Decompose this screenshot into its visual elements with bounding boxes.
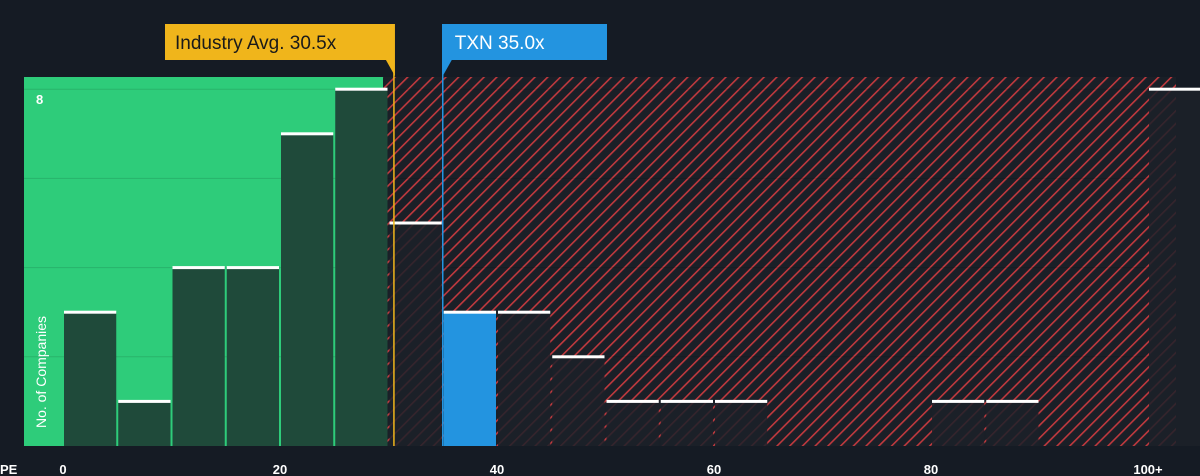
bar-cap — [986, 399, 1039, 403]
company-pe-pointer — [442, 60, 452, 76]
bar-cap — [660, 399, 713, 403]
x-tick-40: 40 — [490, 462, 504, 476]
bar-cap — [335, 87, 388, 91]
histogram-bar — [715, 401, 768, 446]
bar-cap — [226, 266, 279, 270]
bar-cap — [118, 399, 171, 403]
histogram-bar — [389, 223, 442, 446]
histogram-bar — [552, 356, 605, 446]
bar-cap — [281, 132, 334, 136]
x-tick-100plus: 100+ — [1133, 462, 1163, 476]
bar-cap — [552, 355, 605, 359]
histogram-bar — [498, 312, 551, 446]
bar-cap — [932, 399, 985, 403]
x-tick-20: 20 — [273, 462, 287, 476]
histogram-bar — [226, 267, 279, 446]
histogram-bar — [986, 401, 1039, 446]
bar-cap — [64, 310, 117, 314]
histogram-bar — [660, 401, 713, 446]
bar-cap — [1149, 87, 1200, 91]
bar-cap — [715, 399, 768, 403]
histogram-bar — [172, 267, 225, 446]
y-tick-8: 8 — [36, 92, 43, 107]
histogram-bar — [64, 312, 117, 446]
bar-cap — [498, 310, 551, 314]
x-tick-0: 0 — [59, 462, 66, 476]
histogram-bar — [443, 312, 496, 446]
histogram-bar — [606, 401, 659, 446]
industry-avg-label: Industry Avg. 30.5x — [175, 33, 337, 54]
histogram-bar — [118, 401, 171, 446]
x-tick-60: 60 — [707, 462, 721, 476]
company-pe-label: TXN 35.0x — [455, 33, 545, 54]
histogram-bar — [932, 401, 985, 446]
industry-avg-pointer — [385, 60, 395, 76]
bar-cap — [389, 221, 442, 225]
bar-cap — [606, 399, 659, 403]
company-pe-callout — [442, 24, 607, 60]
x-tick-80: 80 — [924, 462, 938, 476]
histogram-bar — [335, 89, 388, 446]
y-axis-title: No. of Companies — [33, 316, 49, 428]
histogram-bar — [281, 133, 334, 447]
x-axis-title: PE — [0, 462, 18, 476]
bar-cap — [172, 266, 225, 270]
industry-avg-callout — [165, 24, 395, 60]
bar-cap — [443, 310, 496, 314]
histogram-bar — [1149, 89, 1200, 446]
